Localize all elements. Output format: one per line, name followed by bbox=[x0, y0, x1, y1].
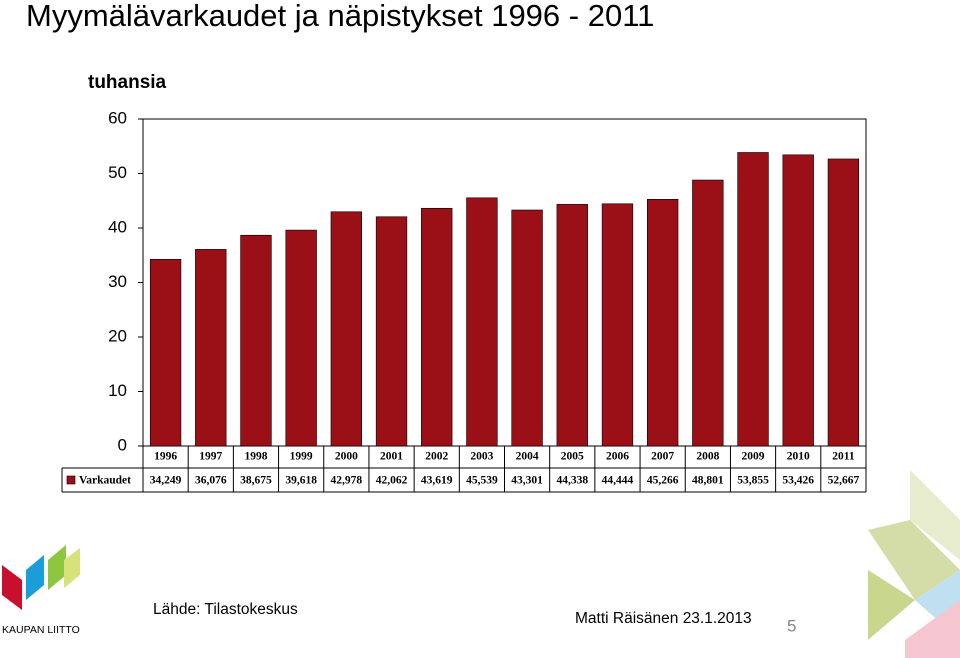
legend-label: Varkaudet bbox=[79, 475, 131, 487]
page-number: 5 bbox=[787, 616, 796, 635]
data-label: 34,249 bbox=[150, 475, 182, 487]
bar bbox=[646, 199, 679, 447]
data-label: 43,301 bbox=[511, 475, 543, 487]
x-tick-label: 2002 bbox=[425, 451, 448, 463]
data-label: 38,675 bbox=[240, 475, 272, 487]
bar bbox=[285, 229, 317, 447]
x-tick-label: 2003 bbox=[470, 451, 493, 463]
x-tick-label: 2008 bbox=[696, 451, 719, 463]
data-label: 48,801 bbox=[692, 475, 724, 487]
data-label: 52,667 bbox=[828, 475, 860, 487]
y-tick-label: 30 bbox=[108, 272, 127, 291]
bar bbox=[149, 259, 182, 447]
y-tick-label: 10 bbox=[108, 381, 127, 400]
x-tick-label: 2004 bbox=[516, 451, 539, 463]
bar bbox=[692, 179, 724, 447]
x-tick-label: 2006 bbox=[606, 451, 629, 463]
data-label: 43,619 bbox=[421, 475, 453, 487]
y-tick-label: 0 bbox=[118, 435, 127, 454]
logo-text: KAUPAN LIITTO bbox=[2, 624, 80, 636]
bar bbox=[827, 158, 860, 447]
x-tick-label: 2000 bbox=[335, 451, 358, 463]
legend-key bbox=[66, 475, 76, 485]
x-tick-label: 1997 bbox=[199, 451, 222, 463]
x-tick-label: 1996 bbox=[154, 451, 177, 463]
data-label: 42,062 bbox=[376, 475, 408, 487]
bar bbox=[330, 211, 363, 447]
bar bbox=[421, 207, 453, 447]
bar bbox=[375, 216, 408, 447]
x-tick-label: 2007 bbox=[651, 451, 674, 463]
data-label: 53,426 bbox=[782, 475, 814, 487]
author: Matti Räisänen 23.1.2013 bbox=[575, 610, 752, 627]
logo: KAUPAN LIITTO bbox=[2, 545, 80, 636]
bar bbox=[737, 152, 769, 447]
data-label: 39,618 bbox=[285, 475, 317, 487]
data-label: 44,444 bbox=[602, 475, 634, 487]
y-axis-label: tuhansia bbox=[88, 72, 167, 93]
y-tick-label: 50 bbox=[108, 163, 127, 182]
y-tick-label: 40 bbox=[108, 217, 127, 236]
data-label: 42,978 bbox=[331, 475, 363, 487]
slide-title: Myymälävarkaudet ja näpistykset 1996 - 2… bbox=[26, 0, 654, 33]
bar bbox=[601, 203, 634, 447]
decoration bbox=[868, 470, 960, 658]
bar bbox=[511, 209, 543, 447]
y-tick-label: 20 bbox=[108, 326, 127, 345]
data-label: 45,539 bbox=[466, 475, 498, 487]
x-tick-label: 1998 bbox=[244, 451, 267, 463]
y-tick-label: 60 bbox=[108, 108, 127, 127]
source: Lähde: Tilastokeskus bbox=[153, 601, 298, 618]
bar bbox=[556, 204, 588, 447]
x-tick-label: 1999 bbox=[290, 451, 313, 463]
bar bbox=[240, 234, 272, 447]
data-label: 44,338 bbox=[556, 475, 588, 487]
data-label: 53,855 bbox=[737, 475, 769, 487]
x-tick-label: 2011 bbox=[832, 451, 855, 463]
data-label: 36,076 bbox=[195, 475, 227, 487]
bar bbox=[195, 249, 227, 447]
x-tick-label: 2001 bbox=[380, 451, 403, 463]
data-label: 45,266 bbox=[647, 475, 679, 487]
x-tick-label: 2010 bbox=[787, 451, 810, 463]
x-tick-label: 2009 bbox=[742, 451, 765, 463]
x-tick-label: 2005 bbox=[561, 451, 584, 463]
bar bbox=[782, 154, 814, 447]
bar bbox=[466, 197, 498, 447]
